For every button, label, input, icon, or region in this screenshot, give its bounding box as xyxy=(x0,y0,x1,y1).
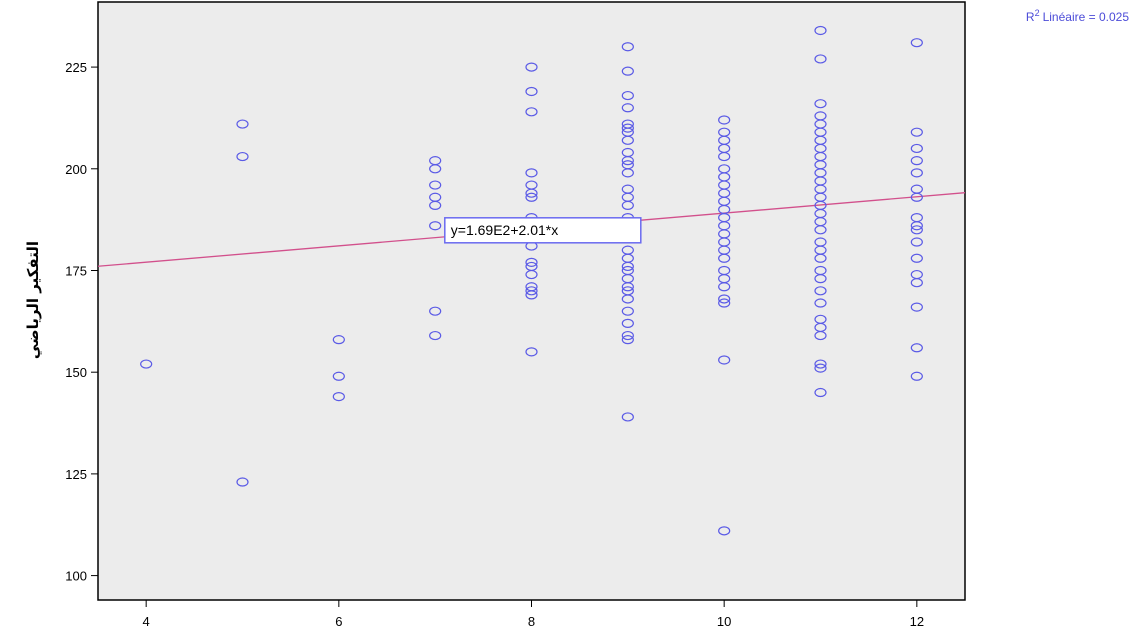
y-tick-label: 175 xyxy=(65,263,87,278)
y-axis-label: التفكير الرياضي xyxy=(24,241,42,359)
fit-equation-label: y=1.69E2+2.01*x xyxy=(451,222,558,238)
y-tick-label: 225 xyxy=(65,60,87,75)
x-tick-label: 6 xyxy=(335,614,342,629)
y-tick-label: 125 xyxy=(65,467,87,482)
r2-annotation: R2 Linéaire = 0.025 xyxy=(1026,8,1129,24)
y-tick-label: 100 xyxy=(65,569,87,584)
y-tick-label: 150 xyxy=(65,365,87,380)
x-tick-label: 8 xyxy=(528,614,535,629)
r2-value: Linéaire = 0.025 xyxy=(1043,10,1130,24)
x-tick-label: 12 xyxy=(910,614,924,629)
r2-prefix: R xyxy=(1026,10,1035,24)
y-tick-label: 200 xyxy=(65,162,87,177)
r2-superscript: 2 xyxy=(1035,8,1040,18)
plot-area xyxy=(98,2,965,600)
x-tick-label: 4 xyxy=(143,614,150,629)
x-tick-label: 10 xyxy=(717,614,731,629)
fit-equation-box: y=1.69E2+2.01*x xyxy=(445,218,641,243)
